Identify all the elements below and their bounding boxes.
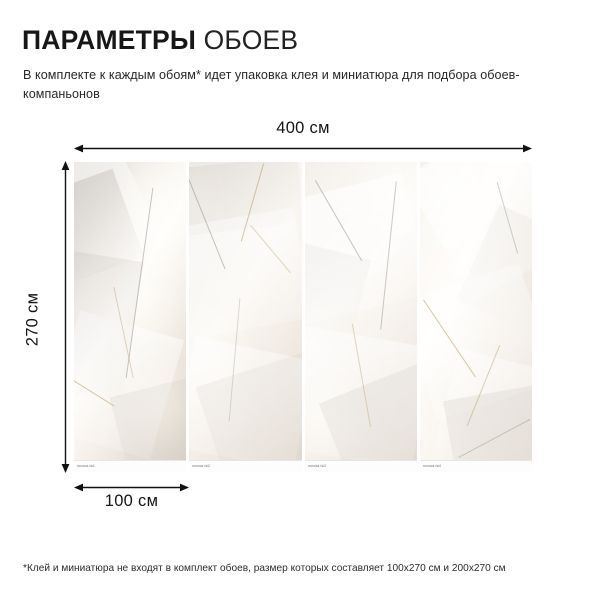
double-arrow-vertical-icon — [61, 161, 70, 473]
wallpaper-panel-3[interactable]: полоса №3 — [304, 162, 417, 472]
wallpaper-preview: полоса №1 полоса №2 — [74, 162, 532, 472]
panel-caption-3: полоса №3 — [307, 463, 326, 469]
wallpaper-artwork-3 — [304, 162, 417, 472]
wallpaper-panel-4[interactable]: полоса №4 — [419, 162, 532, 472]
wallpaper-panel-1[interactable]: полоса №1 — [74, 162, 187, 472]
panel-caption-bar: полоса №1 — [74, 460, 187, 472]
wallpaper-artwork-1 — [74, 162, 187, 472]
wallpaper-artwork-4 — [419, 162, 532, 472]
footnote-text: *Клей и миниатюра не входят в комплект о… — [23, 563, 506, 574]
panel-caption-bar: полоса №2 — [189, 460, 302, 472]
page-title-light: ОБОЕВ — [203, 25, 299, 55]
strip-width-dimension-label: 100 см — [104, 492, 159, 510]
double-arrow-horizontal-icon-strip — [74, 483, 189, 492]
double-arrow-horizontal-icon — [74, 144, 532, 153]
height-dimension-label: 270 см — [23, 292, 42, 347]
panel-caption-1: полоса №1 — [77, 463, 95, 469]
panel-caption-4: полоса №4 — [422, 463, 441, 469]
panel-caption-bar: полоса №4 — [419, 460, 532, 472]
page-title: ПАРАМЕТРЫ ОБОЕВ — [22, 25, 299, 56]
panel-caption-2: полоса №2 — [192, 463, 211, 469]
width-dimension-label: 400 см — [276, 119, 330, 137]
wallpaper-artwork-2 — [189, 162, 302, 472]
panel-caption-bar: полоса №3 — [304, 460, 417, 472]
wallpaper-panel-2[interactable]: полоса №2 — [189, 162, 302, 472]
page-subtitle: В комплекте к каждым обоям* идет упаковк… — [23, 68, 520, 102]
page-title-strong: ПАРАМЕТРЫ — [22, 25, 197, 55]
